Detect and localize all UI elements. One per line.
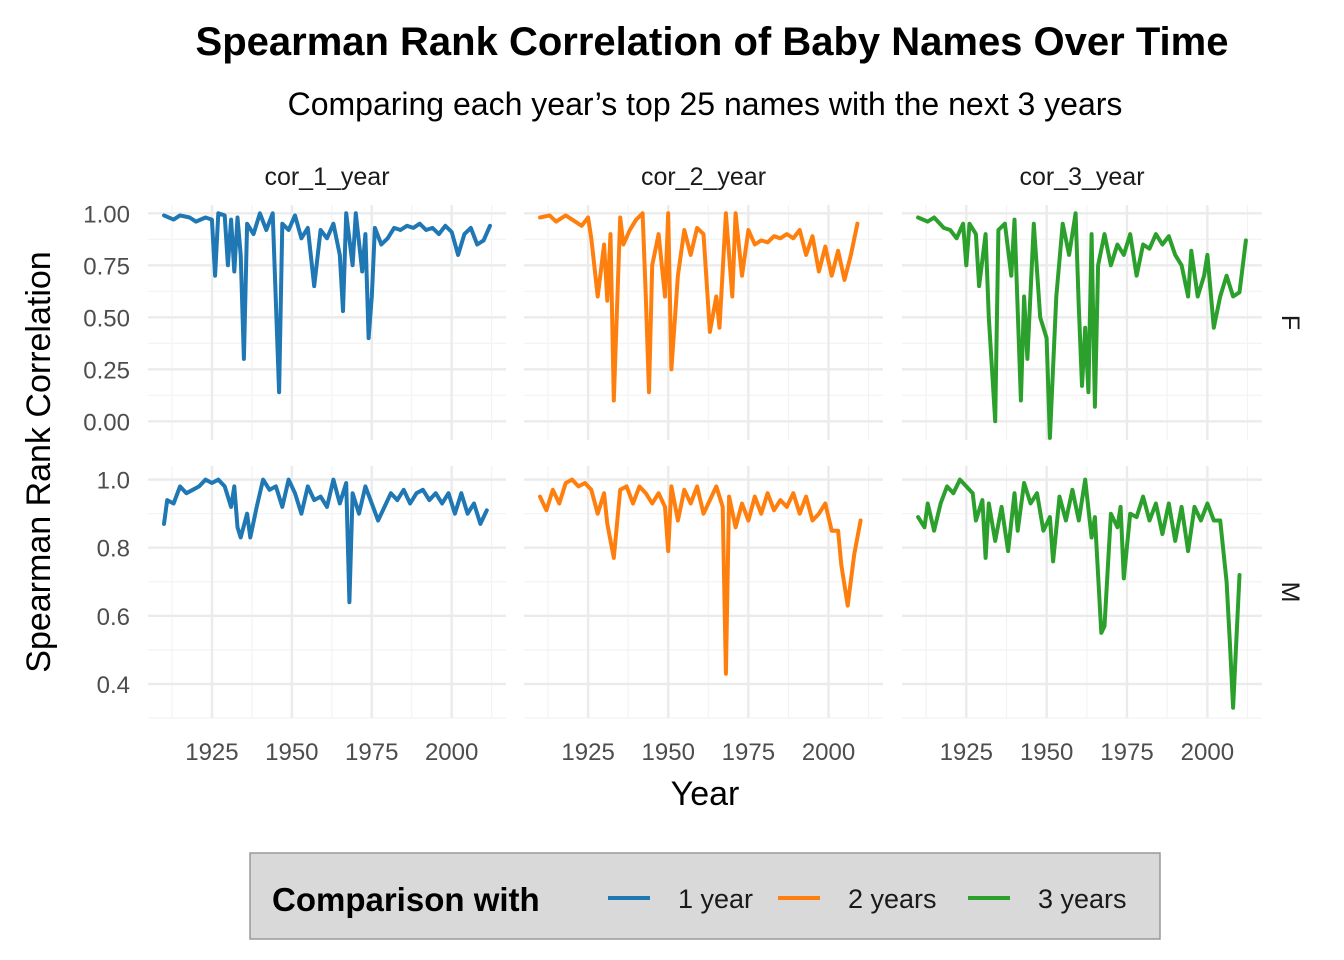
legend: Comparison with 1 year 2 years 3 years xyxy=(249,852,1161,940)
legend-label-1: 1 year xyxy=(678,884,753,914)
facet-strip-cor-1-year: cor_1_year xyxy=(264,163,389,191)
legend-entries: 1 year 2 years 3 years xyxy=(608,884,1127,914)
y-tick-label-m: 1.0 xyxy=(97,468,130,495)
y-tick-label-f: 1.00 xyxy=(83,201,130,228)
x-tick-label: 1950 xyxy=(265,739,318,766)
series-line-f-cor-1-year xyxy=(162,211,492,395)
x-tick-label: 1925 xyxy=(561,739,614,766)
series-line-f-cor-3-year xyxy=(916,211,1248,440)
series-line-m-cor-3-year xyxy=(916,477,1242,710)
panel-grid-m-cor-3-year xyxy=(902,466,1262,719)
x-axis-title: Year xyxy=(671,775,740,813)
facet-strip-cor-2-year: cor_2_year xyxy=(641,163,766,191)
legend-label-2: 2 years xyxy=(848,884,937,914)
panel-grid-f-cor-3-year xyxy=(902,205,1262,440)
facet-strip-cor-3-year: cor_3_year xyxy=(1019,163,1144,191)
y-axis-title: Spearman Rank Correlation xyxy=(20,251,58,672)
facet-strip-row-m: M xyxy=(1276,582,1304,603)
legend-label-3: 3 years xyxy=(1038,884,1127,914)
y-tick-label-f: 0.75 xyxy=(83,253,130,280)
x-tick-label: 1925 xyxy=(940,739,993,766)
x-tick-label: 2000 xyxy=(425,739,478,766)
facet-strip-row-f: F xyxy=(1276,315,1304,330)
y-tick-label-f: 0.25 xyxy=(83,357,130,384)
series-line-f-cor-2-year xyxy=(538,211,860,403)
y-tick-label-f: 0.00 xyxy=(83,409,130,436)
x-tick-label: 1925 xyxy=(185,739,238,766)
y-tick-label-m: 0.6 xyxy=(97,604,130,631)
x-tick-label: 2000 xyxy=(1181,739,1234,766)
x-tick-label: 1975 xyxy=(345,739,398,766)
y-tick-label-m: 0.8 xyxy=(97,536,130,563)
facet-panels: cor_1_year cor_2_year cor_3_year F M 1.00 0.75… xyxy=(83,163,1304,766)
chart-subtitle: Comparing each year’s top 25 names with … xyxy=(288,86,1123,122)
x-tick-label: 2000 xyxy=(802,739,855,766)
x-tick-label: 1975 xyxy=(722,739,775,766)
y-tick-label-m: 0.4 xyxy=(97,672,130,699)
x-tick-label: 1950 xyxy=(642,739,695,766)
series-line-m-cor-2-year xyxy=(538,477,863,676)
chart-title: Spearman Rank Correlation of Baby Names … xyxy=(196,20,1229,64)
legend-title: Comparison with xyxy=(272,881,540,918)
y-tick-label-f: 0.50 xyxy=(83,305,130,332)
series-line-m-cor-1-year xyxy=(162,477,489,605)
x-tick-label: 1950 xyxy=(1020,739,1073,766)
panel-grid-m-cor-2-year xyxy=(524,466,883,719)
x-tick-label: 1975 xyxy=(1100,739,1153,766)
